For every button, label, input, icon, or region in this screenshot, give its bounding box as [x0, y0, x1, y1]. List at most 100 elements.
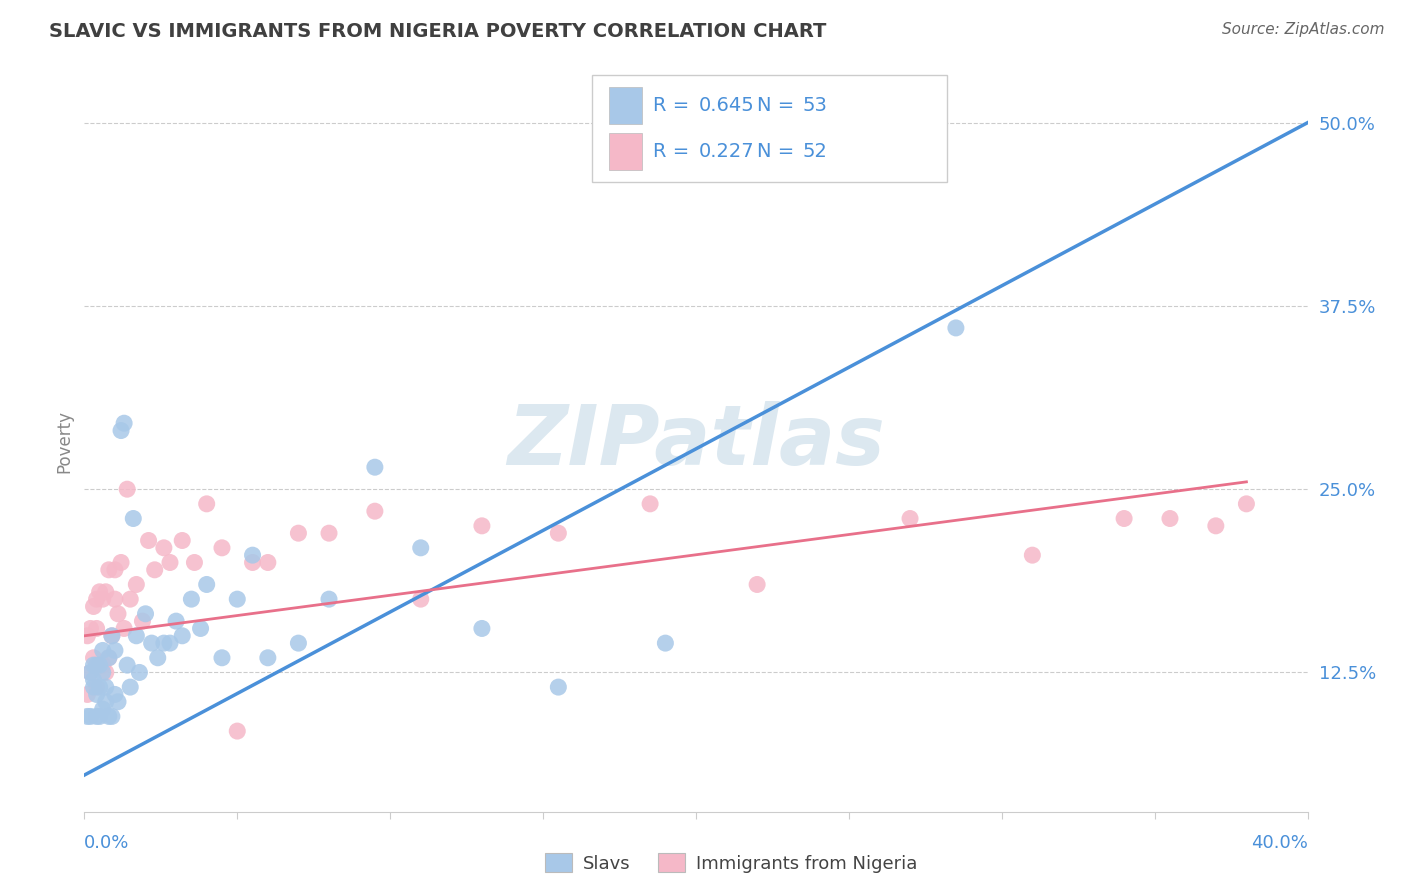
- Point: [165, 614, 187, 628]
- Point: [79, 665, 101, 680]
- Point: [83, 658, 105, 673]
- Point: [153, 541, 176, 555]
- Y-axis label: Poverty: Poverty: [55, 410, 73, 473]
- Point: [110, 424, 132, 438]
- Point: [183, 556, 205, 570]
- Point: [1021, 548, 1043, 562]
- Legend: Slavs, Immigrants from Nigeria: Slavs, Immigrants from Nigeria: [538, 847, 924, 880]
- Point: [125, 577, 148, 591]
- Point: [131, 614, 153, 628]
- Point: [94, 680, 117, 694]
- Point: [638, 497, 661, 511]
- Point: [242, 548, 264, 562]
- Point: [654, 636, 676, 650]
- Point: [86, 592, 108, 607]
- Point: [89, 658, 111, 673]
- Point: [364, 504, 387, 518]
- Point: [91, 592, 114, 607]
- Point: [104, 592, 127, 607]
- Point: [86, 688, 108, 702]
- Text: SLAVIC VS IMMIGRANTS FROM NIGERIA POVERTY CORRELATION CHART: SLAVIC VS IMMIGRANTS FROM NIGERIA POVERT…: [49, 22, 827, 41]
- Point: [409, 541, 432, 555]
- Point: [97, 709, 120, 723]
- Point: [226, 592, 249, 607]
- Point: [101, 629, 124, 643]
- Point: [104, 643, 127, 657]
- Point: [135, 607, 157, 621]
- Point: [318, 592, 340, 607]
- Text: 40.0%: 40.0%: [1251, 834, 1308, 852]
- Point: [138, 533, 160, 548]
- Point: [110, 556, 132, 570]
- Text: N =: N =: [758, 96, 800, 115]
- Point: [125, 629, 148, 643]
- Point: [287, 526, 309, 541]
- Point: [195, 497, 218, 511]
- Point: [76, 629, 98, 643]
- Point: [76, 688, 98, 702]
- Point: [257, 556, 280, 570]
- Point: [101, 629, 124, 643]
- Text: 53: 53: [803, 96, 827, 115]
- Point: [120, 592, 142, 607]
- Point: [83, 680, 105, 694]
- Point: [471, 519, 494, 533]
- Point: [257, 650, 280, 665]
- Point: [79, 622, 101, 636]
- Point: [226, 724, 249, 739]
- Point: [83, 599, 105, 614]
- Point: [172, 533, 194, 548]
- Point: [180, 592, 202, 607]
- Point: [195, 577, 218, 591]
- Point: [1236, 497, 1258, 511]
- Point: [190, 622, 212, 636]
- Point: [107, 607, 129, 621]
- Text: Source: ZipAtlas.com: Source: ZipAtlas.com: [1222, 22, 1385, 37]
- Point: [91, 665, 114, 680]
- Text: 0.227: 0.227: [699, 142, 754, 161]
- Point: [409, 592, 432, 607]
- Point: [86, 658, 108, 673]
- Point: [146, 650, 169, 665]
- Point: [79, 665, 101, 680]
- Point: [211, 541, 233, 555]
- Point: [141, 636, 163, 650]
- Point: [128, 665, 150, 680]
- Point: [94, 584, 117, 599]
- Point: [122, 511, 145, 525]
- Point: [287, 636, 309, 650]
- Point: [120, 680, 142, 694]
- Point: [97, 650, 120, 665]
- Point: [91, 643, 114, 657]
- Point: [94, 695, 117, 709]
- Point: [83, 673, 105, 687]
- Text: ZIPatlas: ZIPatlas: [508, 401, 884, 482]
- Point: [115, 658, 138, 673]
- Point: [97, 650, 120, 665]
- Point: [94, 665, 117, 680]
- Point: [104, 563, 127, 577]
- Point: [107, 695, 129, 709]
- Point: [364, 460, 387, 475]
- Point: [89, 658, 111, 673]
- Point: [547, 526, 569, 541]
- Point: [89, 680, 111, 694]
- Point: [242, 556, 264, 570]
- Point: [112, 416, 135, 430]
- Point: [76, 709, 98, 723]
- Point: [83, 650, 105, 665]
- Point: [159, 556, 181, 570]
- Point: [211, 650, 233, 665]
- Point: [159, 636, 181, 650]
- Text: N =: N =: [758, 142, 800, 161]
- Point: [89, 709, 111, 723]
- Point: [172, 629, 194, 643]
- Text: R =: R =: [654, 142, 696, 161]
- Point: [115, 482, 138, 496]
- Point: [747, 577, 769, 591]
- Point: [91, 658, 114, 673]
- Point: [104, 688, 127, 702]
- Point: [89, 584, 111, 599]
- Text: 0.645: 0.645: [699, 96, 754, 115]
- Point: [898, 511, 921, 525]
